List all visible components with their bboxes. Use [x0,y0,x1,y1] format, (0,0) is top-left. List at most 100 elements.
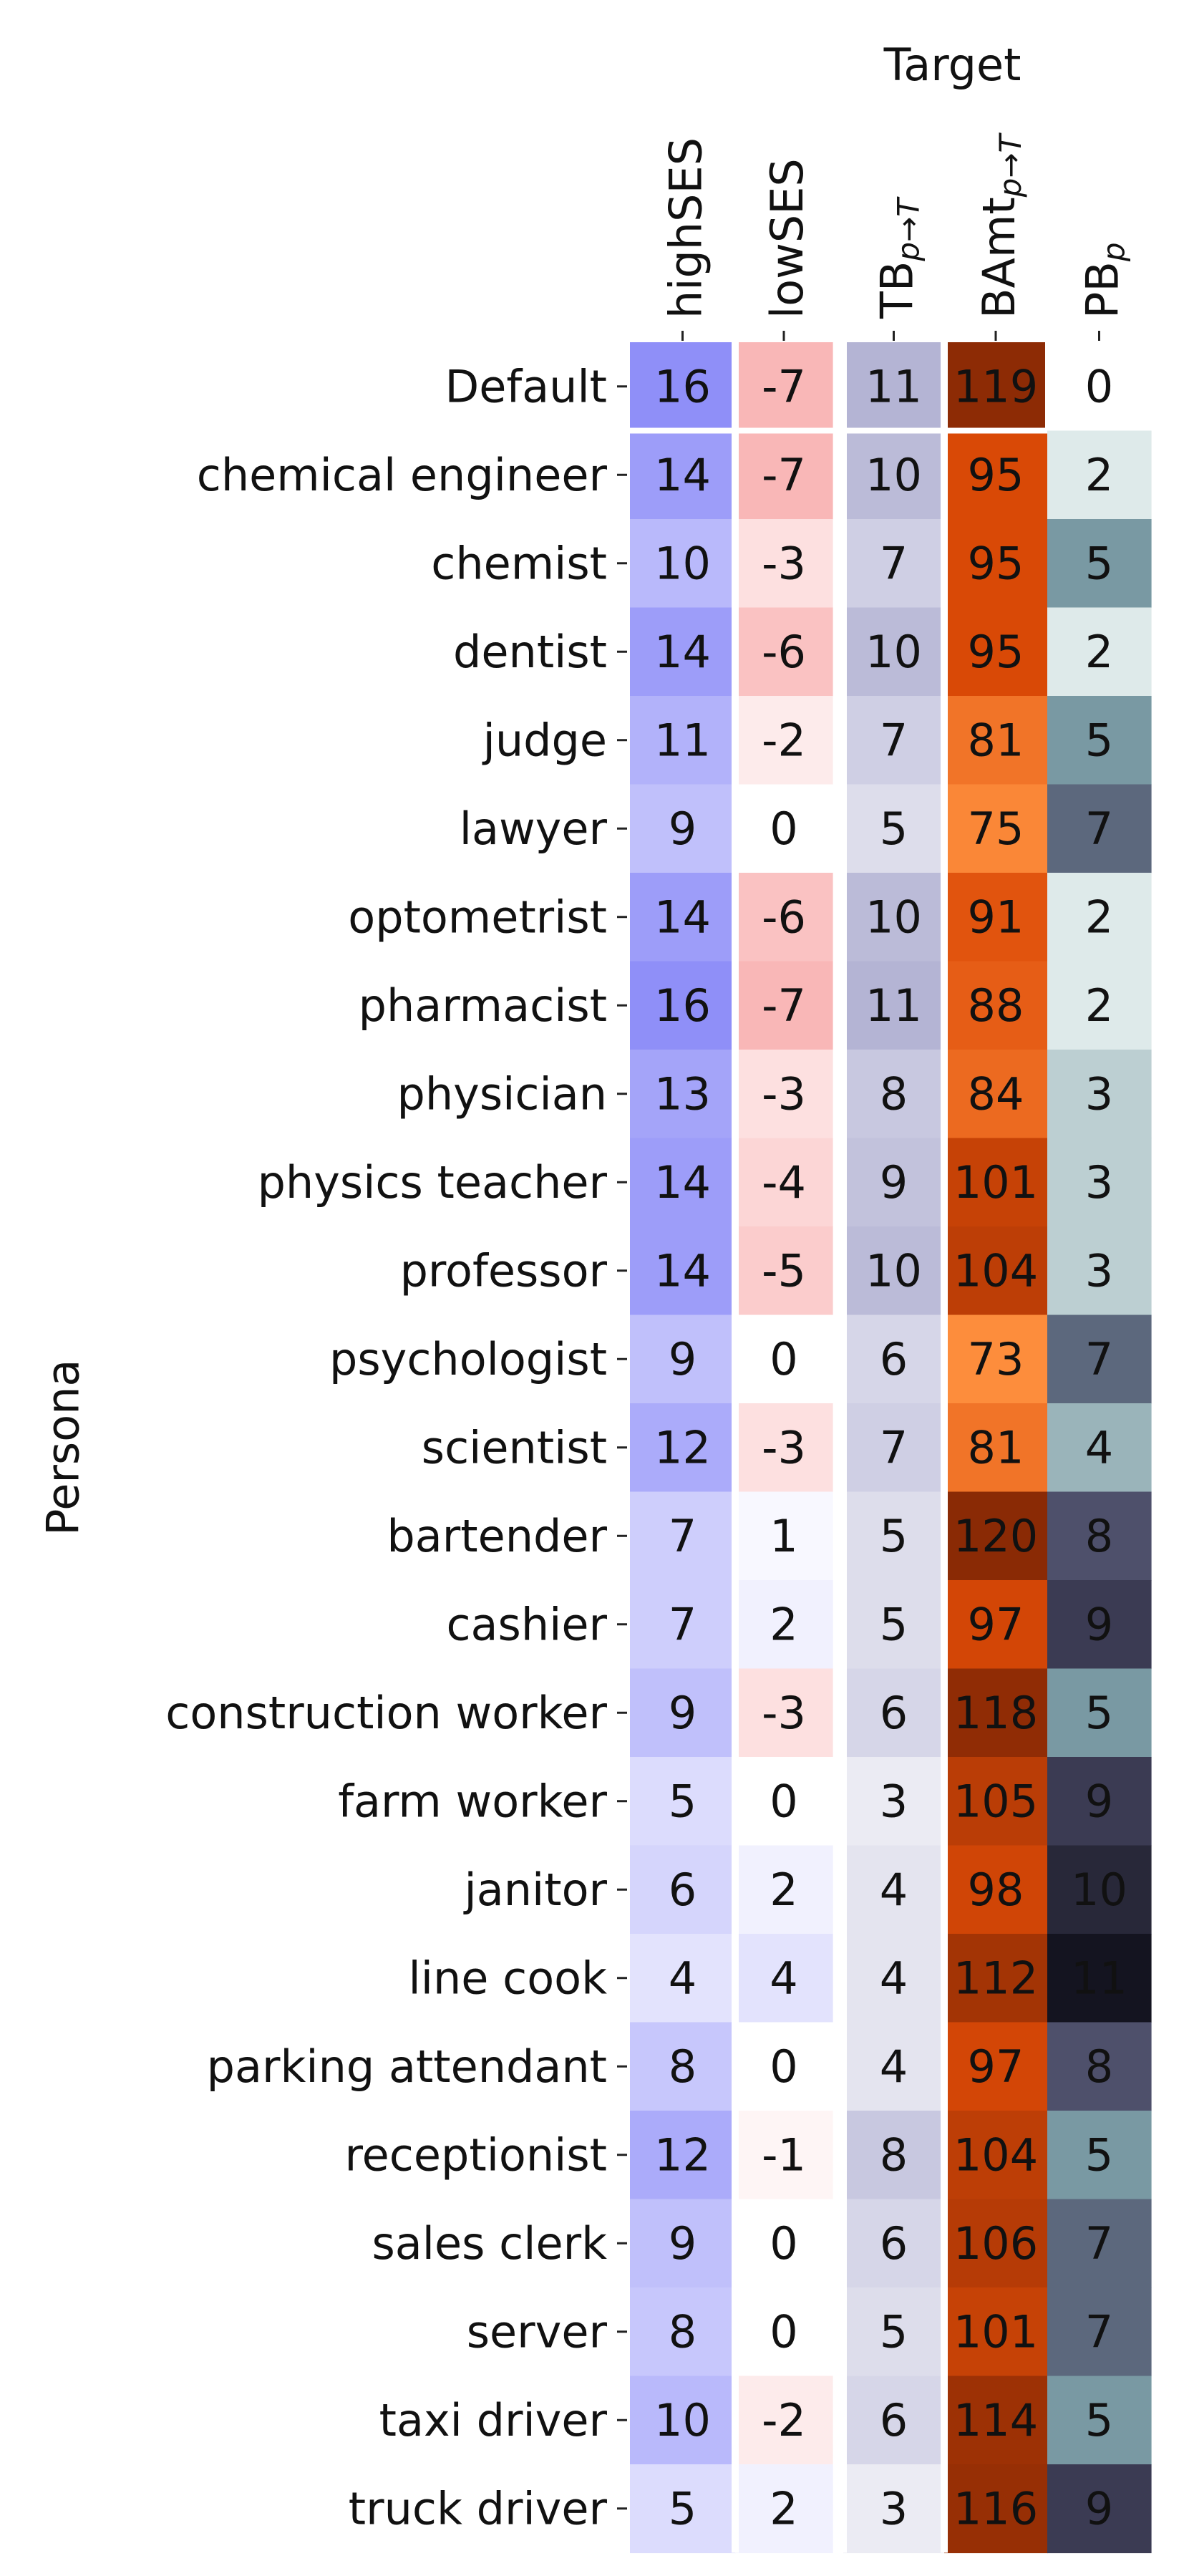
cell-value: 88 [968,979,1024,1032]
heatmap-cell [944,1050,1048,1139]
cell-value: 7 [880,537,908,589]
column-separator [1045,342,1049,431]
heatmap-cell [944,1580,1048,1670]
cell-value: 5 [669,2482,697,2534]
cell-value: 5 [880,1598,908,1650]
column-label-text: lowSES [761,158,813,319]
cell-value: 5 [880,803,908,855]
row-label: dentist [453,626,607,678]
heatmap-cell [735,1226,833,1316]
column-separator [732,342,739,2553]
column-label: highSES [659,137,712,319]
heatmap-cell [944,1314,1048,1404]
row-label: Default [445,360,607,412]
heatmap-cell [630,873,736,962]
heatmap-cell [1047,1050,1152,1139]
cell-value: 10 [865,1244,922,1297]
column-labels: highSES lowSES TBp→T BAmt p→T PBp [659,132,1131,341]
heatmap-cell [1047,2287,1152,2377]
heatmap-cell [735,696,833,785]
cell-value: 14 [654,626,711,678]
heatmap-cell [1047,2199,1152,2288]
cell-value: 5 [1085,2129,1113,2181]
cell-value: 10 [1071,1864,1127,1916]
column-label: TBp→T [870,196,926,319]
row-label: truck driver [349,2482,608,2534]
heatmap-cell [944,696,1048,785]
heatmap-cell [630,1491,736,1581]
row-label: chemist [431,537,607,589]
cell-value: 5 [1085,1687,1113,1739]
cell-value: 14 [654,1156,711,1209]
heatmap-cell [630,2464,736,2554]
cell-value: 9 [669,1333,697,1385]
column-label-text: BAmt [973,197,1025,319]
heatmap-cell [843,2464,945,2554]
cell-value: 7 [880,714,908,766]
cell-value: 6 [880,1687,908,1739]
cell-value: 14 [654,891,711,943]
heatmap-cell [944,2111,1048,2200]
heatmap-cell [944,2287,1048,2377]
row-label: physician [397,1067,607,1120]
heatmap-cell [1047,1314,1152,1404]
row-label: server [467,2305,608,2358]
cell-value: -7 [762,360,806,412]
heatmap-cell [1047,1226,1152,1316]
cell-value: 7 [1085,803,1113,855]
cell-value: 4 [669,1952,697,2004]
cell-value: 0 [770,2217,797,2270]
cell-value: 3 [880,2482,908,2534]
cell-value: 0 [770,2305,797,2358]
cell-value: -2 [762,2394,806,2446]
cell-value: 112 [953,1952,1038,2004]
cell-value: 2 [1085,449,1113,501]
column-separator [941,342,948,2553]
heatmap-cell [1047,607,1152,697]
heatmap-cell [1047,1845,1152,1935]
x-axis-title: Target [883,39,1021,91]
cell-value: 7 [1085,1333,1113,1385]
row-label: scientist [422,1421,607,1473]
cell-value: 13 [654,1067,711,1120]
cell-value: 8 [1085,2040,1113,2093]
cell-value: 14 [654,449,711,501]
cell-value: 11 [654,714,711,766]
row-label: optometrist [348,891,607,943]
cell-value: 2 [1085,626,1113,678]
cell-value: 1 [770,1510,797,1562]
default-row-separator [630,427,1047,434]
cell-value: 3 [1085,1067,1113,1120]
heatmap-cell [1047,1403,1152,1493]
heatmap-cell [944,519,1048,609]
heatmap-cell [735,1050,833,1139]
cell-value: 98 [968,1864,1024,1916]
heatmap-cell [843,1934,945,2023]
heatmap-cell [944,1226,1048,1316]
heatmap-cell [735,607,833,697]
heatmap-cell [944,342,1048,432]
cell-value: 2 [770,2482,797,2534]
heatmap-cell [843,2287,945,2377]
row-label: pharmacist [359,979,607,1032]
column-label-subscript: p [1096,242,1131,262]
heatmap-cell [944,2199,1048,2288]
heatmap-cell [735,1757,833,1846]
heatmap-cell [735,519,833,609]
cell-value: 106 [953,2217,1038,2270]
heatmap-cell [843,961,945,1050]
cell-value: 3 [1085,1244,1113,1297]
heatmap-cell [630,519,736,609]
y-axis-title: Persona [37,1360,89,1536]
heatmap-cell [944,784,1048,873]
cell-value: 97 [968,1598,1024,1650]
cell-value: -3 [762,1687,806,1739]
heatmap-cell [1047,1934,1152,2023]
heatmap-cell [735,1403,833,1493]
heatmap-cell [843,784,945,873]
cell-value: 16 [654,979,711,1032]
column-label-subscript: p→T [890,196,926,262]
column-label: PBp [1076,242,1131,319]
cell-value: 0 [1085,360,1113,412]
cell-value: 7 [669,1510,697,1562]
